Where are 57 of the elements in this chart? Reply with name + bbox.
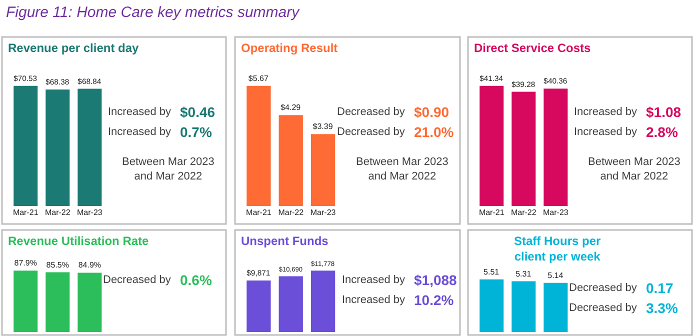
text: 0.6%: [180, 272, 212, 288]
data-label: $40.36: [544, 76, 568, 86]
text: Increased by: [574, 126, 638, 138]
x-tick-label: Mar-21: [12, 208, 39, 217]
data-label: 5.31: [516, 269, 532, 278]
text: 21.0%: [414, 124, 454, 140]
x-tick-label: Mar-23: [310, 208, 336, 217]
data-label: $3.39: [312, 122, 334, 132]
text: Increased by: [108, 126, 172, 138]
text: Between Mar 2023 and Mar 2022: [356, 156, 448, 182]
x-tick-label: Mar-21: [246, 208, 272, 217]
text: $1.08: [646, 104, 682, 120]
text: 10.2%: [414, 292, 454, 308]
chart-title: Revenue Utilisation Rate: [8, 234, 150, 248]
data-label: 84.9%: [78, 260, 102, 270]
data-label: 5.14: [548, 270, 564, 280]
x-tick-label: Mar-23: [77, 208, 103, 217]
data-label: $68.84: [78, 76, 102, 86]
text: 2.8%: [646, 124, 678, 140]
data-label: $5.67: [248, 74, 269, 83]
x-tick-label: Mar-22: [278, 208, 304, 217]
text: $0.46: [180, 104, 216, 120]
data-label: 5.51: [484, 267, 500, 276]
text: Increased by: [342, 274, 406, 286]
chart-title: Unspent Funds: [241, 234, 329, 248]
chart-title: Staff Hours per client per week: [514, 234, 602, 264]
text: Increased by: [108, 106, 172, 118]
data-label: $41.34: [480, 74, 504, 83]
data-label: 85.5%: [46, 260, 69, 270]
x-tick-label: Mar-22: [44, 208, 71, 217]
chart-title: Operating Result: [241, 41, 338, 55]
annotation: Decreased by: [103, 274, 172, 286]
annotation: Decreased by: [337, 106, 406, 118]
chart-title: Direct Service Costs: [474, 41, 592, 55]
annotation: Decreased by: [569, 302, 638, 314]
data-label: $39.28: [512, 80, 536, 89]
data-label: $70.53: [14, 74, 38, 83]
text: 0.17: [646, 280, 674, 296]
data-label: $4.29: [280, 103, 302, 112]
data-label: 87.9%: [14, 258, 37, 268]
text: 0.7%: [180, 124, 212, 140]
text: Figure 11: Home Care key metrics summary: [6, 4, 301, 21]
text: Between Mar 2023 and Mar 2022: [588, 156, 680, 182]
text: Between Mar 2023 and Mar 2022: [122, 156, 214, 182]
data-label: $68.38: [46, 78, 70, 87]
x-tick-label: Mar-21: [478, 208, 505, 217]
text: $0.90: [414, 104, 450, 120]
text: $1,088: [414, 272, 458, 288]
x-tick-label: Mar-23: [543, 208, 569, 217]
annotation: Decreased by: [337, 126, 406, 138]
text: Increased by: [574, 106, 638, 118]
annotation: Decreased by: [569, 282, 638, 294]
text: 3.3%: [646, 300, 678, 316]
data-label: $9,871: [246, 268, 270, 278]
text: Increased by: [342, 294, 406, 306]
chart-title: Revenue per client day: [8, 41, 140, 55]
x-tick-label: Mar-22: [510, 208, 537, 217]
